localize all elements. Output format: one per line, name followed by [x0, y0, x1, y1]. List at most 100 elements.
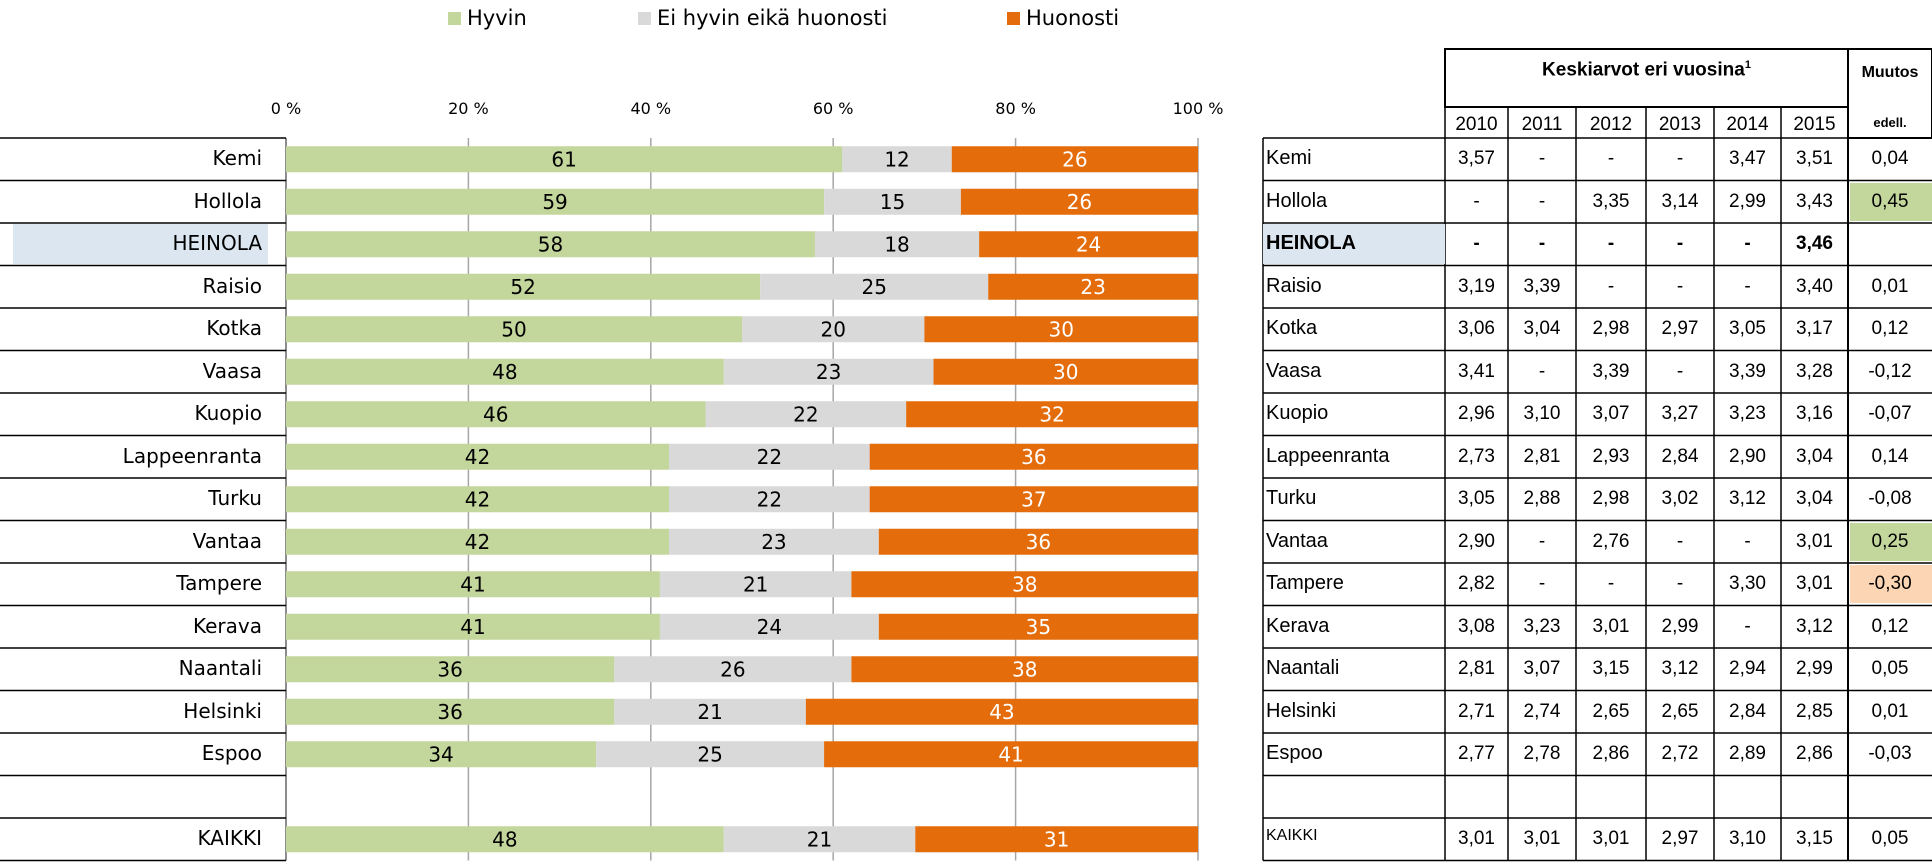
bar-segment: [851, 571, 1198, 598]
data-label: 58: [538, 232, 563, 256]
data-label: 50: [501, 317, 526, 341]
table-cell: 2,94: [1729, 658, 1766, 680]
bar-segment: [869, 486, 1198, 513]
category-label: Kotka: [206, 316, 262, 341]
table-cell: 2,97: [1661, 828, 1699, 850]
change-cell: -0,08: [1868, 488, 1912, 510]
bar-segment: [723, 358, 934, 385]
table-cell: 3,07: [1523, 658, 1561, 680]
table-row-name: Hollola: [1266, 189, 1328, 212]
category-label: Turku: [208, 486, 262, 511]
bar-segment: [614, 656, 852, 683]
table-row-name: Vaasa: [1266, 359, 1322, 382]
table-cell: -: [1676, 360, 1684, 382]
table-row-name: Kotka: [1266, 317, 1318, 340]
table-cell: 2,73: [1458, 445, 1495, 467]
category-label: Kemi: [212, 146, 262, 171]
data-label: 24: [757, 615, 782, 639]
table-cell: 2,98: [1592, 318, 1630, 340]
change-cell: 0,14: [1871, 445, 1909, 467]
table-cell: 2,81: [1458, 658, 1495, 680]
legend-label: Ei hyvin eikä huonosti: [657, 6, 888, 30]
year-header: 2012: [1589, 114, 1633, 135]
data-label: 38: [1012, 657, 1037, 681]
table-cell: 2,76: [1592, 530, 1630, 552]
table-cell: 2,96: [1458, 403, 1495, 425]
table-cell: 3,16: [1796, 403, 1833, 425]
data-label: 15: [880, 190, 905, 214]
bar-segment: [286, 613, 660, 640]
change-subheader: edell.: [1873, 115, 1907, 130]
table-cell: -: [1744, 275, 1751, 297]
table-title-text: Keskiarvot eri vuosina: [1542, 59, 1745, 81]
table-cell: 3,12: [1729, 488, 1766, 510]
category-label: Lappeenranta: [122, 443, 262, 468]
table-cell: -: [1676, 275, 1684, 297]
data-label: 36: [1021, 445, 1046, 469]
table-cell: 3,07: [1592, 403, 1630, 425]
table-cell: 3,01: [1592, 828, 1630, 850]
table-cell: 2,84: [1729, 700, 1766, 722]
category-label: Kuopio: [194, 401, 262, 426]
table-cell: 3,01: [1458, 828, 1495, 850]
category-label: Raisio: [202, 273, 262, 298]
bar-segment: [286, 698, 615, 725]
bar-segment: [988, 273, 1198, 300]
table-cell: -: [1473, 190, 1480, 212]
table-cell: 3,04: [1796, 488, 1833, 510]
table-cell: 2,78: [1523, 743, 1561, 765]
data-label: 34: [428, 742, 453, 766]
bar-segment: [979, 231, 1198, 258]
table-cell: -: [1607, 573, 1615, 595]
change-cell: 0,12: [1871, 615, 1909, 637]
table-cell: 2,90: [1729, 445, 1766, 467]
table-cell: 2,93: [1592, 445, 1630, 467]
table-cell: 2,65: [1661, 700, 1699, 722]
data-label: 24: [1076, 232, 1101, 256]
bar-segment: [906, 401, 1198, 428]
data-label: 21: [697, 700, 722, 724]
change-header: Muutos: [1861, 64, 1919, 81]
table-cell: 2,86: [1796, 743, 1833, 765]
table-cell: 3,12: [1661, 658, 1699, 680]
bar-segment: [286, 273, 761, 300]
table-cell: -: [1676, 233, 1684, 255]
bar-segment: [286, 188, 825, 215]
data-label: 22: [793, 402, 818, 426]
table-cell: 3,39: [1592, 360, 1630, 382]
table-cell: 3,14: [1661, 190, 1699, 212]
table-row-name: HEINOLA: [1266, 232, 1356, 255]
table-cell: 2,65: [1592, 700, 1630, 722]
data-label: 42: [465, 530, 490, 554]
data-label: 32: [1039, 402, 1064, 426]
category-label: Naantali: [178, 656, 262, 681]
bar-segment: [286, 528, 670, 555]
table-cell: 2,77: [1458, 743, 1495, 765]
table-cell: 3,39: [1523, 275, 1561, 297]
bar-segment: [933, 358, 1198, 385]
legend-swatch: [448, 11, 461, 25]
x-tick-label: 100 %: [1172, 99, 1224, 118]
change-highlight-bg: [1850, 522, 1932, 561]
bar-segment: [951, 146, 1198, 173]
table-row-name: Espoo: [1266, 742, 1323, 765]
table-cell: -: [1538, 148, 1546, 170]
table-cell: 2,71: [1458, 700, 1495, 722]
data-label: 42: [465, 445, 490, 469]
change-cell: -0,03: [1868, 743, 1912, 765]
table-cell: 3,41: [1458, 360, 1495, 382]
table-cell: 3,43: [1796, 190, 1833, 212]
legend-item: Ei hyvin eikä huonosti: [638, 6, 888, 30]
bar-segment: [286, 231, 815, 258]
table-cell: -: [1676, 573, 1684, 595]
table-cell: 3,15: [1796, 828, 1833, 850]
data-label: 20: [820, 317, 845, 341]
bar-segment: [878, 528, 1198, 555]
data-label: 48: [492, 827, 517, 851]
data-label: 59: [542, 190, 567, 214]
table-cell: 3,28: [1796, 360, 1833, 382]
table-cell: 2,89: [1729, 743, 1766, 765]
table-cell: 3,01: [1592, 615, 1630, 637]
bar-segment: [805, 698, 1198, 725]
